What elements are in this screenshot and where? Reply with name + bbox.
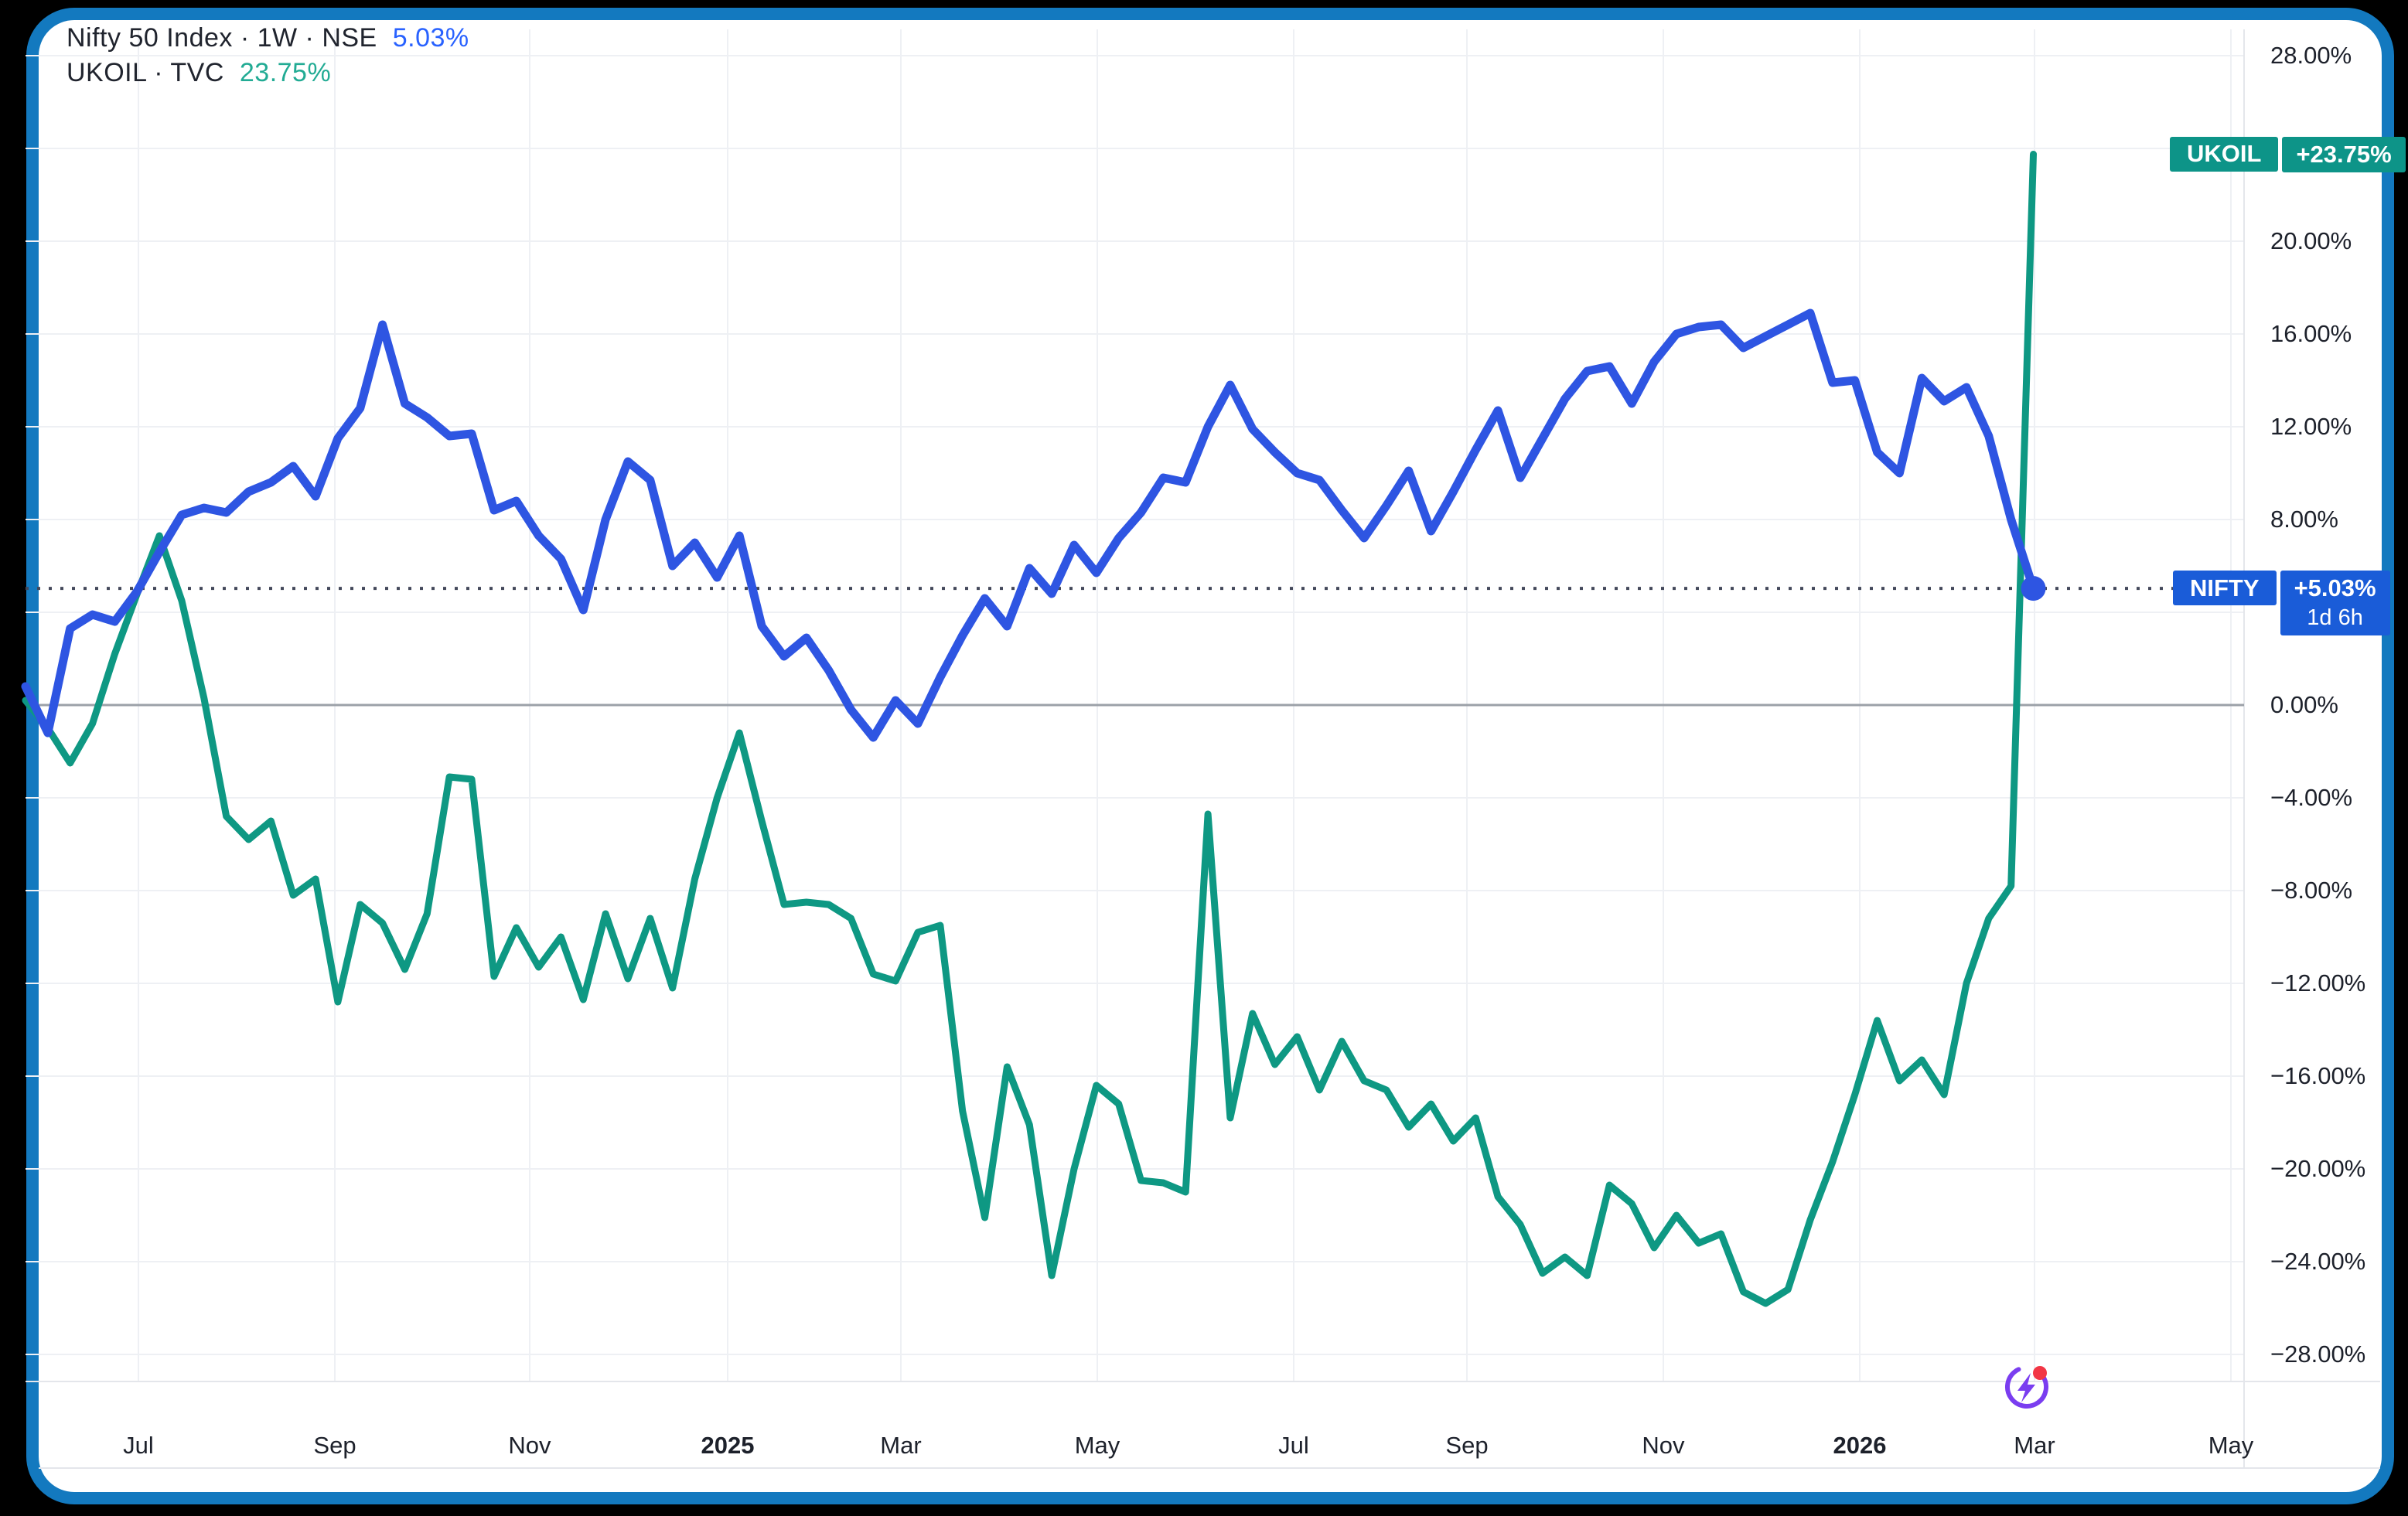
price-axis-label: −16.00% (2270, 1062, 2366, 1089)
legend-item-ukoil[interactable]: UKOIL · TVC 23.75% (67, 58, 469, 93)
price-axis-label: 0.00% (2270, 691, 2338, 718)
legend-value-nifty: 5.03% (392, 23, 469, 53)
time-axis-label: May (2208, 1432, 2254, 1459)
time-axis-label: 2025 (701, 1432, 755, 1459)
price-axis-label: 20.00% (2270, 227, 2352, 254)
legend-label-nifty: Nifty 50 Index · 1W · NSE (67, 23, 377, 53)
time-axis-label: Mar (880, 1432, 922, 1459)
ukoil-line (22, 151, 2037, 1307)
legend: Nifty 50 Index · 1W · NSE 5.03% UKOIL · … (67, 23, 469, 93)
chart-panel (26, 8, 2394, 1504)
flash-icon (2003, 1363, 2051, 1411)
time-axis-label: Jul (1278, 1432, 1309, 1459)
legend-label-ukoil: UKOIL · TVC (67, 58, 224, 87)
price-axis-label: −8.00% (2270, 877, 2353, 904)
time-axis-label: Jul (123, 1432, 154, 1459)
price-axis-label: 16.00% (2270, 320, 2352, 347)
time-axis-label: Mar (2014, 1432, 2055, 1459)
price-axis-label: −28.00% (2270, 1341, 2366, 1368)
time-axis-label: May (1074, 1432, 1120, 1459)
time-axis-label: Sep (1445, 1432, 1489, 1459)
ukoil-badge-value: +23.75% (2282, 136, 2406, 172)
time-axis-label: Nov (508, 1432, 551, 1459)
time-axis-label: Sep (313, 1432, 356, 1459)
price-axis-label: 12.00% (2270, 413, 2352, 440)
price-axis-label: −24.00% (2270, 1248, 2366, 1275)
ukoil-badge-symbol: UKOIL (2170, 136, 2279, 172)
time-axis-label: Nov (1642, 1432, 1685, 1459)
price-axis-label: 28.00% (2270, 42, 2352, 69)
time-axis-label: 2026 (1833, 1432, 1887, 1459)
price-axis-label: 8.00% (2270, 506, 2338, 533)
nifty-price-badge[interactable]: NIFTY +5.03% 1d 6h (2173, 571, 2390, 636)
price-axis-label: −4.00% (2270, 784, 2353, 811)
nifty-badge-countdown: 1d 6h (2307, 605, 2363, 631)
ukoil-price-badge[interactable]: UKOIL +23.75% (2170, 136, 2406, 172)
price-axis-label: −20.00% (2270, 1155, 2366, 1182)
legend-value-ukoil: 23.75% (239, 58, 332, 87)
nifty-badge-symbol: NIFTY (2173, 571, 2277, 606)
nifty-line (21, 308, 2038, 742)
nifty-last-point-dot (2021, 576, 2046, 601)
nifty-badge-value: +5.03% 1d 6h (2280, 571, 2390, 636)
legend-item-nifty[interactable]: Nifty 50 Index · 1W · NSE 5.03% (67, 23, 469, 58)
price-axis-label: −12.00% (2270, 969, 2366, 996)
